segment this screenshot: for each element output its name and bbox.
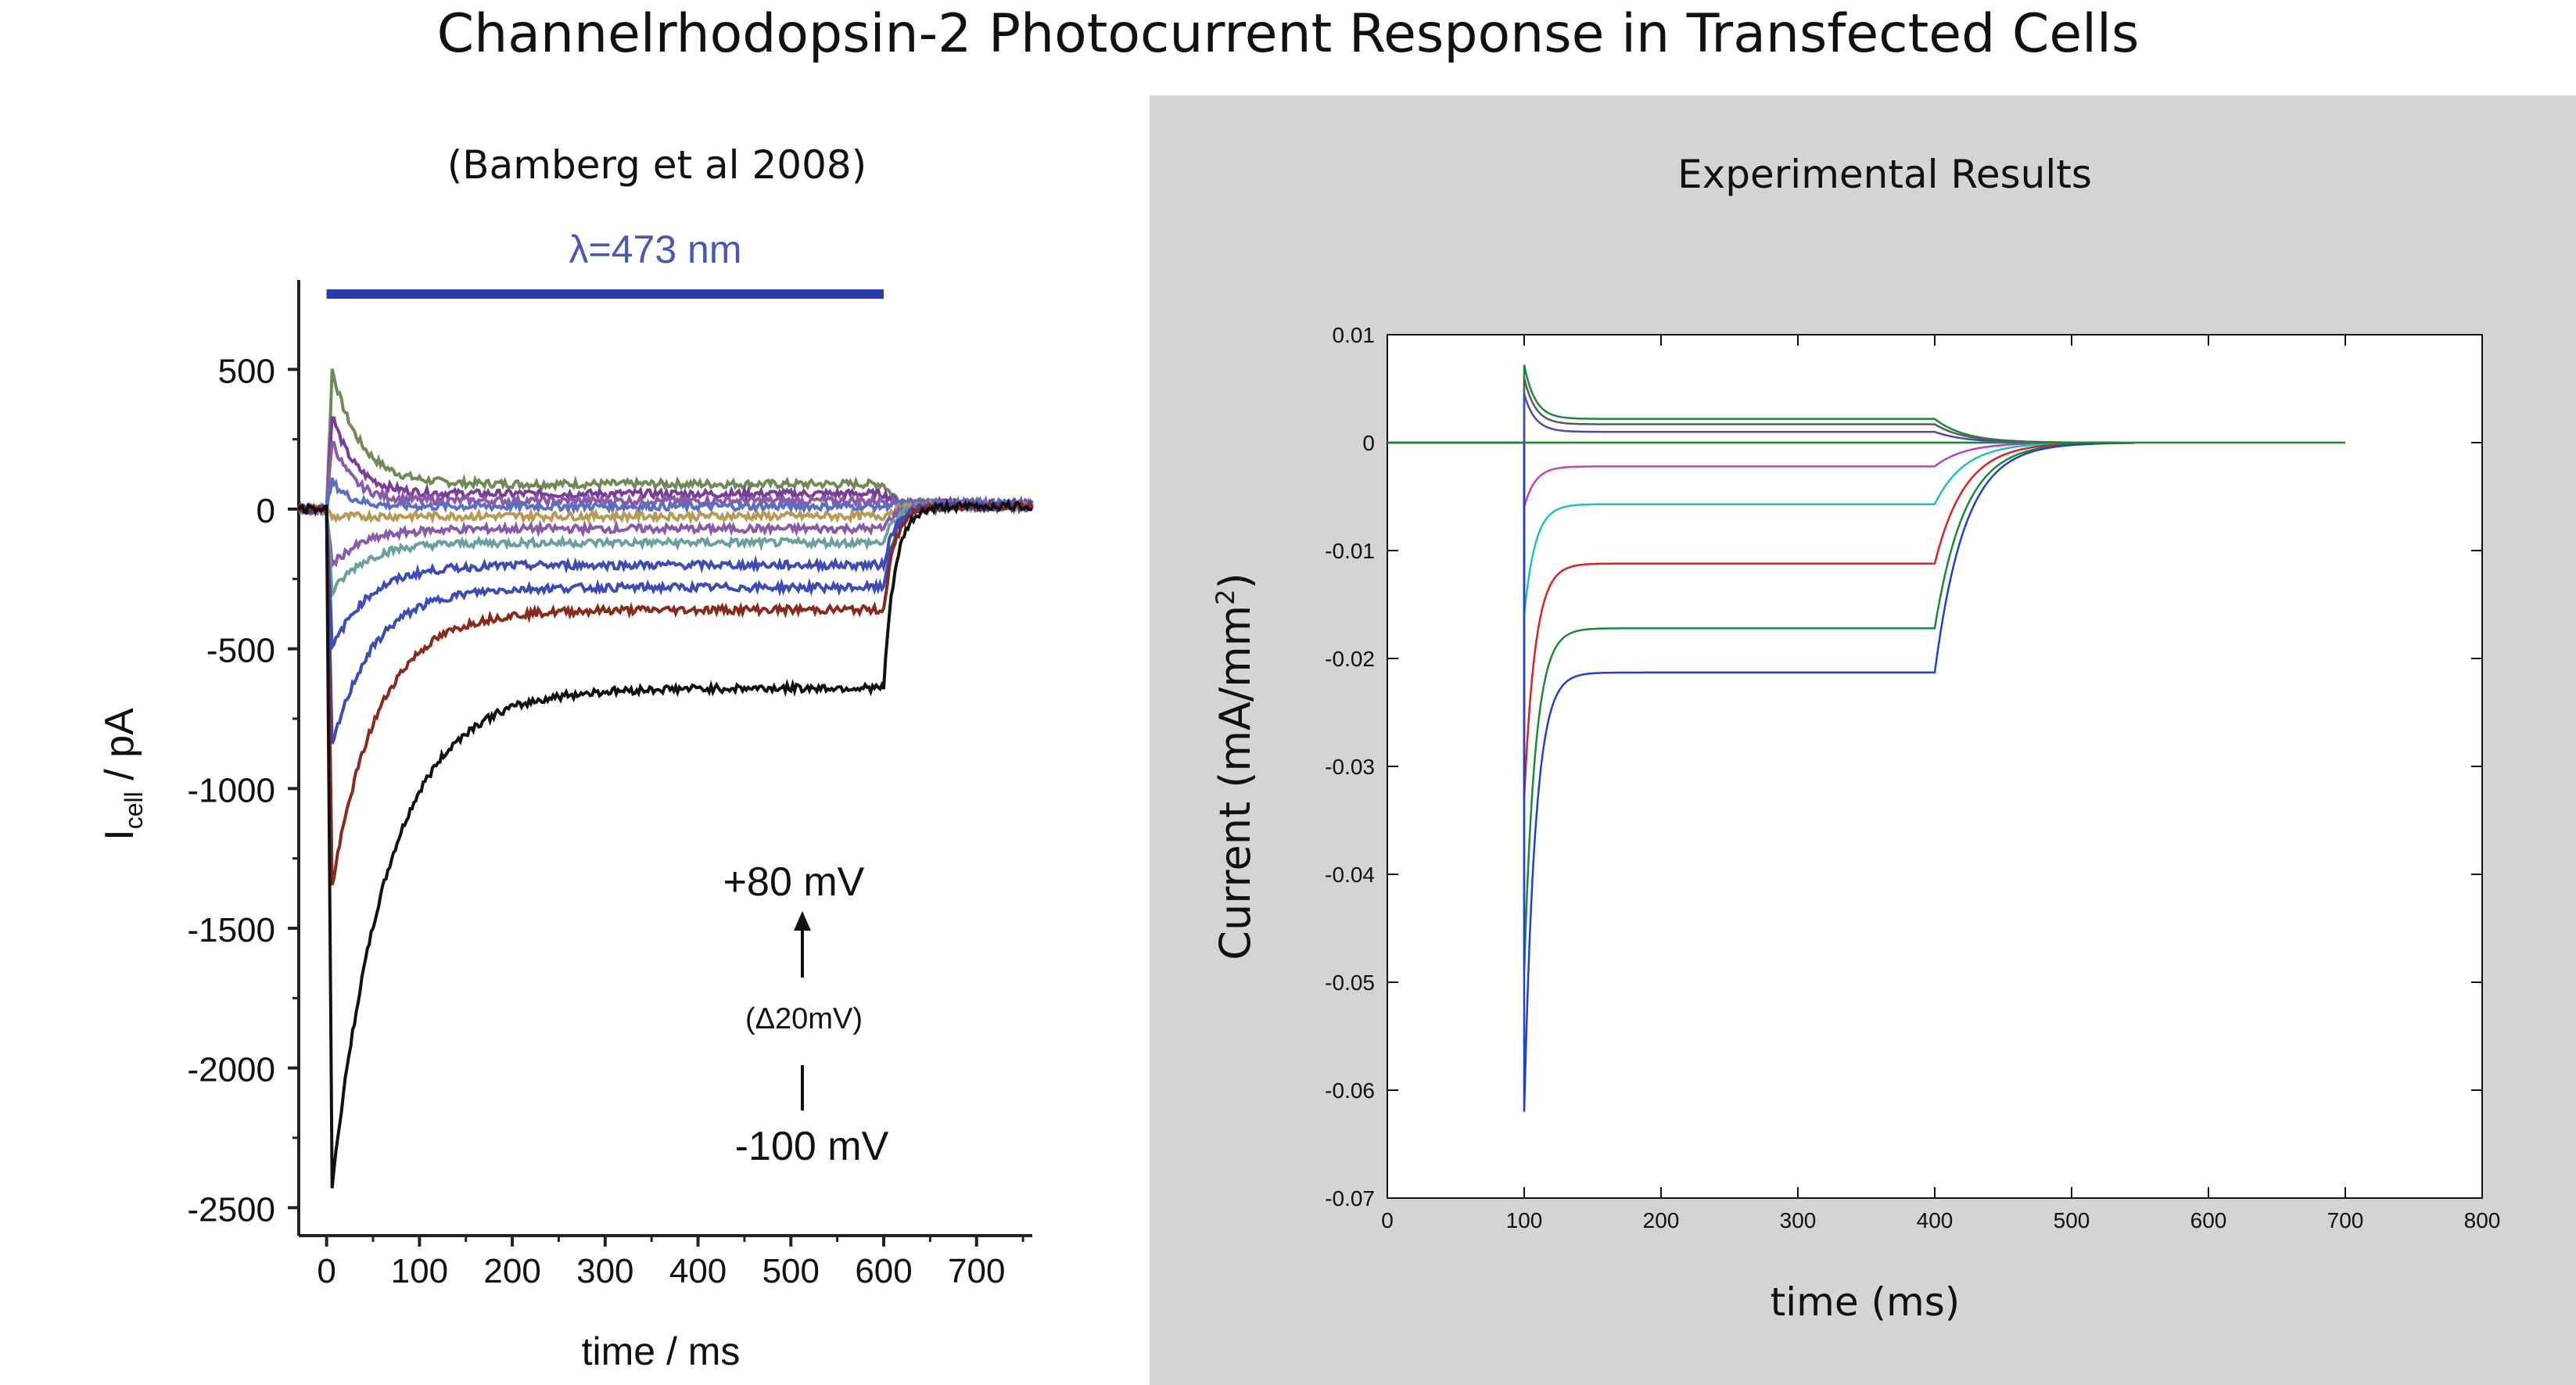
experimental-xlabel: time (ms) — [1771, 1279, 1961, 1325]
y-tick-label-2: -0.02 — [1325, 647, 1375, 671]
y-tick-label-1: -2000 — [187, 1051, 275, 1089]
page-title: Channelrhodopsin-2 Photocurrent Response… — [436, 3, 2140, 65]
wavelength-label: λ=473 nm — [569, 228, 742, 271]
experimental-chart: Experimental Results 0.01 0 -0.01 -0.02 -0.0… — [1211, 152, 2500, 1325]
x-tick-label-1: 300 — [576, 1252, 633, 1290]
x-tick-label-1: 600 — [855, 1252, 912, 1290]
x-tick-label-1: 100 — [391, 1252, 448, 1290]
arrow-head-icon — [794, 911, 811, 931]
svg-text:Current (mA/mm2): Current (mA/mm2) — [1211, 572, 1260, 960]
x-tick-label-2: 800 — [2464, 1208, 2501, 1233]
trace-line-1 — [298, 499, 1034, 652]
trace-line-2 — [1387, 441, 2133, 972]
trace-line-1 — [297, 497, 1033, 1189]
y-tick-label-1: 0 — [257, 492, 275, 530]
x-tick-label-2: 100 — [1506, 1208, 1543, 1233]
ylabel-main: I — [97, 829, 142, 840]
x-tick-label-1: 500 — [762, 1252, 820, 1290]
trace-line-1 — [297, 477, 1034, 516]
trace-line-1 — [297, 497, 1034, 526]
plot-background-2 — [1387, 334, 2483, 1199]
trace-line-2 — [1387, 441, 2126, 615]
trace-line-1 — [297, 499, 1034, 886]
experimental-ylabel: Current (mA/mm2) — [1211, 572, 1260, 960]
x-tick-label-2: 700 — [2327, 1208, 2364, 1233]
top-voltage-label: +80 mV — [723, 859, 865, 905]
bottom-voltage-label: -100 mV — [735, 1124, 889, 1169]
y-tick-label-1: -1500 — [187, 911, 275, 949]
y-tick-label-2: -0.03 — [1325, 755, 1375, 779]
ylabel-unit: / pA — [97, 708, 142, 791]
y-tick-label-1: 500 — [218, 352, 275, 390]
x-tick-label-2: 600 — [2190, 1208, 2227, 1233]
x-tick-label-1: 200 — [483, 1252, 540, 1290]
y-tick-label-1: -1000 — [187, 771, 275, 809]
y-tick-label-1: -500 — [206, 632, 275, 670]
trace-line-1 — [297, 498, 1034, 745]
ylabel2-end: ) — [1211, 572, 1260, 589]
x-tick-label-1: 0 — [317, 1252, 335, 1290]
y-tick-label-2: -0.04 — [1325, 863, 1375, 887]
x-tick-label-1: 400 — [669, 1252, 727, 1290]
bamberg-subtitle: (Bamberg et al 2008) — [447, 142, 866, 188]
ylabel-sub: cell — [120, 791, 148, 829]
bamberg-chart: (Bamberg et al 2008) 500 0 -500 -1000 -1500 -… — [97, 142, 1034, 1373]
x-tick-label-2: 0 — [1381, 1208, 1394, 1233]
x-tick-label-2: 300 — [1780, 1208, 1817, 1233]
step-label: (Δ20mV) — [745, 1003, 863, 1035]
plot-area-2: 0.01 0 -0.01 -0.02 -0.03 -0.04 -0.05 -0.06 -0.07… — [1325, 323, 2500, 1233]
x-tick-label-2: 200 — [1643, 1208, 1680, 1233]
x-tick-label-2: 500 — [2054, 1208, 2090, 1233]
y-tick-label-1: -2500 — [187, 1190, 275, 1229]
trace-line-2 — [1387, 441, 2124, 508]
experimental-subtitle: Experimental Results — [1677, 152, 2092, 197]
plot-area-1: 500 0 -500 -1000 -1500 -2000 -2500 0 100 200 300 40… — [187, 280, 1034, 1290]
bamberg-ylabel: Icell / pA — [97, 708, 148, 841]
y-tick-label-2: 0 — [1362, 431, 1375, 455]
y-tick-label-2: 0.01 — [1333, 323, 1376, 347]
ylabel2-sup: 2 — [1211, 589, 1240, 605]
x-tick-label-1: 700 — [948, 1252, 1005, 1290]
bamberg-xlabel: time / ms — [582, 1329, 741, 1373]
trace-line-2 — [1387, 441, 2129, 799]
x-tick-label-2: 400 — [1917, 1208, 1954, 1233]
ylabel2-main: Current (mA/mm — [1211, 605, 1260, 960]
y-tick-label-2: -0.01 — [1325, 539, 1375, 563]
y-tick-label-2: -0.07 — [1325, 1186, 1375, 1211]
trace-line-2 — [1387, 441, 2135, 1112]
svg-text:Icell / pA: Icell / pA — [97, 708, 148, 841]
y-tick-label-2: -0.05 — [1325, 971, 1375, 995]
y-tick-label-2: -0.06 — [1325, 1078, 1375, 1103]
